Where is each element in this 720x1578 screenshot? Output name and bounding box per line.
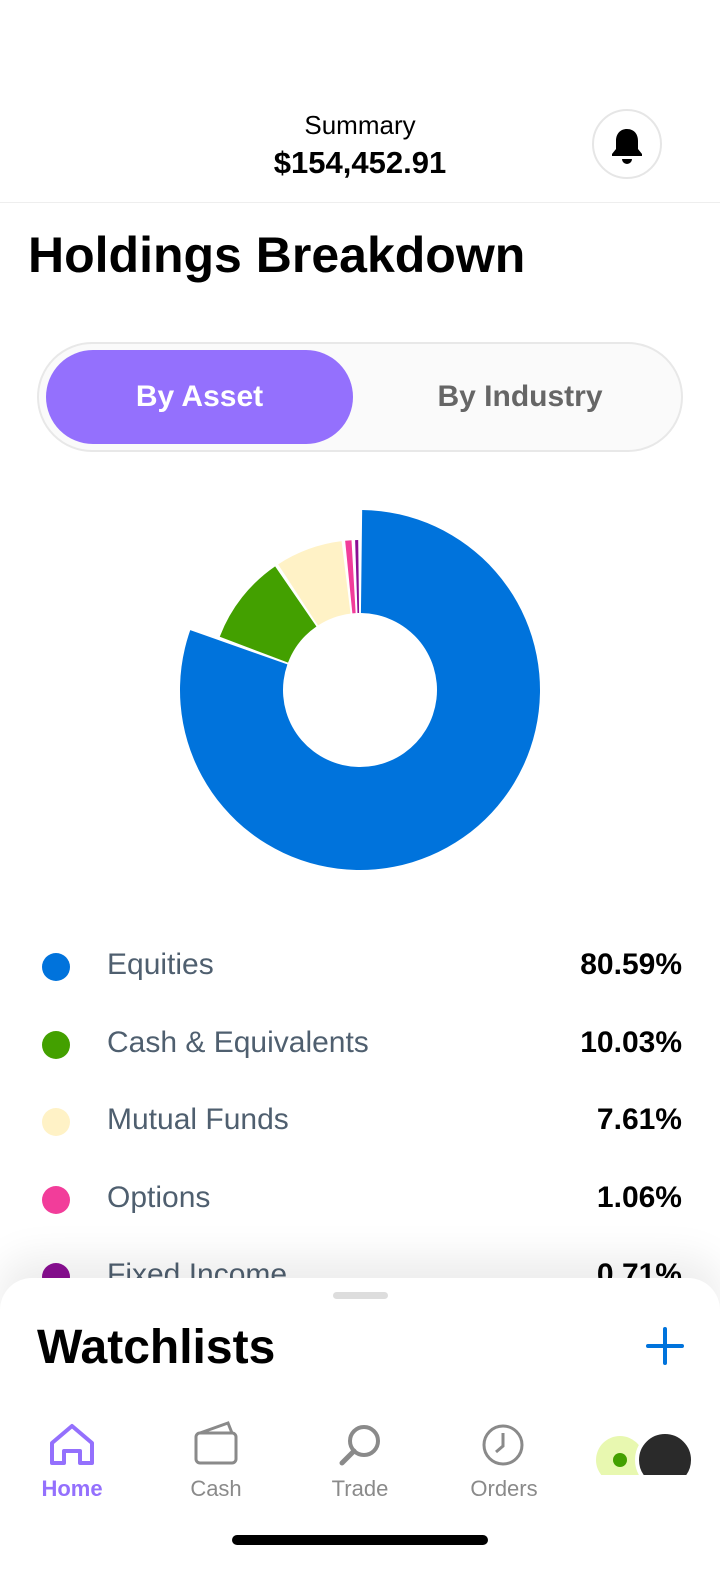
legend-label: Equities xyxy=(107,948,214,981)
theme-knob[interactable] xyxy=(635,1430,695,1475)
legend-swatch xyxy=(42,1185,70,1214)
header-title: Summary xyxy=(304,110,416,140)
legend-value: 80.59% xyxy=(580,948,682,981)
legend-label: Options xyxy=(107,1180,211,1214)
legend-row: Mutual Funds 7.61% xyxy=(0,1097,720,1147)
donut-chart xyxy=(180,510,541,870)
sheet-handle[interactable] xyxy=(333,1292,388,1299)
divider xyxy=(0,202,720,203)
donut-slice xyxy=(345,540,356,614)
tab-label[interactable]: Trade xyxy=(331,1476,389,1501)
legend-swatch xyxy=(42,953,70,981)
legend-value: 10.03% xyxy=(580,1025,682,1059)
cash-icon-flap xyxy=(199,1421,234,1435)
section-heading: Holdings Breakdown xyxy=(28,227,526,283)
watchlists-title: Watchlists xyxy=(37,1321,276,1374)
legend-value: 1.06% xyxy=(596,1180,682,1214)
legend-row: Cash & Equivalents 10.03% xyxy=(0,1020,720,1070)
add-watchlist-button[interactable] xyxy=(645,1326,685,1366)
nav-icons xyxy=(50,1421,695,1475)
legend-swatch xyxy=(42,1030,70,1059)
trade-icon xyxy=(348,1425,380,1457)
donut-slice xyxy=(278,541,351,626)
tab-label[interactable]: Cash xyxy=(190,1476,242,1501)
tab-label[interactable]: Orders xyxy=(470,1476,538,1501)
donut-slice xyxy=(219,566,317,663)
tab-by-asset[interactable]: By Asset xyxy=(46,350,353,444)
donut-slice xyxy=(180,510,541,870)
orders-icon-hands xyxy=(495,1433,505,1454)
legend-label: Mutual Funds xyxy=(107,1103,289,1136)
legend-swatch xyxy=(42,1108,70,1136)
legend-row: Options 1.06% xyxy=(0,1175,720,1225)
tab-label[interactable]: Home xyxy=(41,1476,103,1501)
legend-row: Equities 80.59% xyxy=(0,942,720,992)
home-icon xyxy=(50,1424,94,1465)
legend-label: Cash & Equivalents xyxy=(107,1025,369,1059)
orders-icon xyxy=(482,1424,524,1466)
donut-slice xyxy=(355,540,360,614)
cash-icon xyxy=(194,1431,238,1465)
trade-icon-handle xyxy=(339,1448,357,1466)
notifications-button[interactable] xyxy=(592,109,662,179)
tab-by-industry[interactable]: By Industry xyxy=(437,380,603,413)
home-indicator xyxy=(232,1535,488,1545)
legend-value: 7.61% xyxy=(596,1103,682,1136)
sun-icon xyxy=(613,1453,627,1467)
bell-icon xyxy=(612,129,642,164)
header-amount: $154,452.91 xyxy=(273,145,447,180)
